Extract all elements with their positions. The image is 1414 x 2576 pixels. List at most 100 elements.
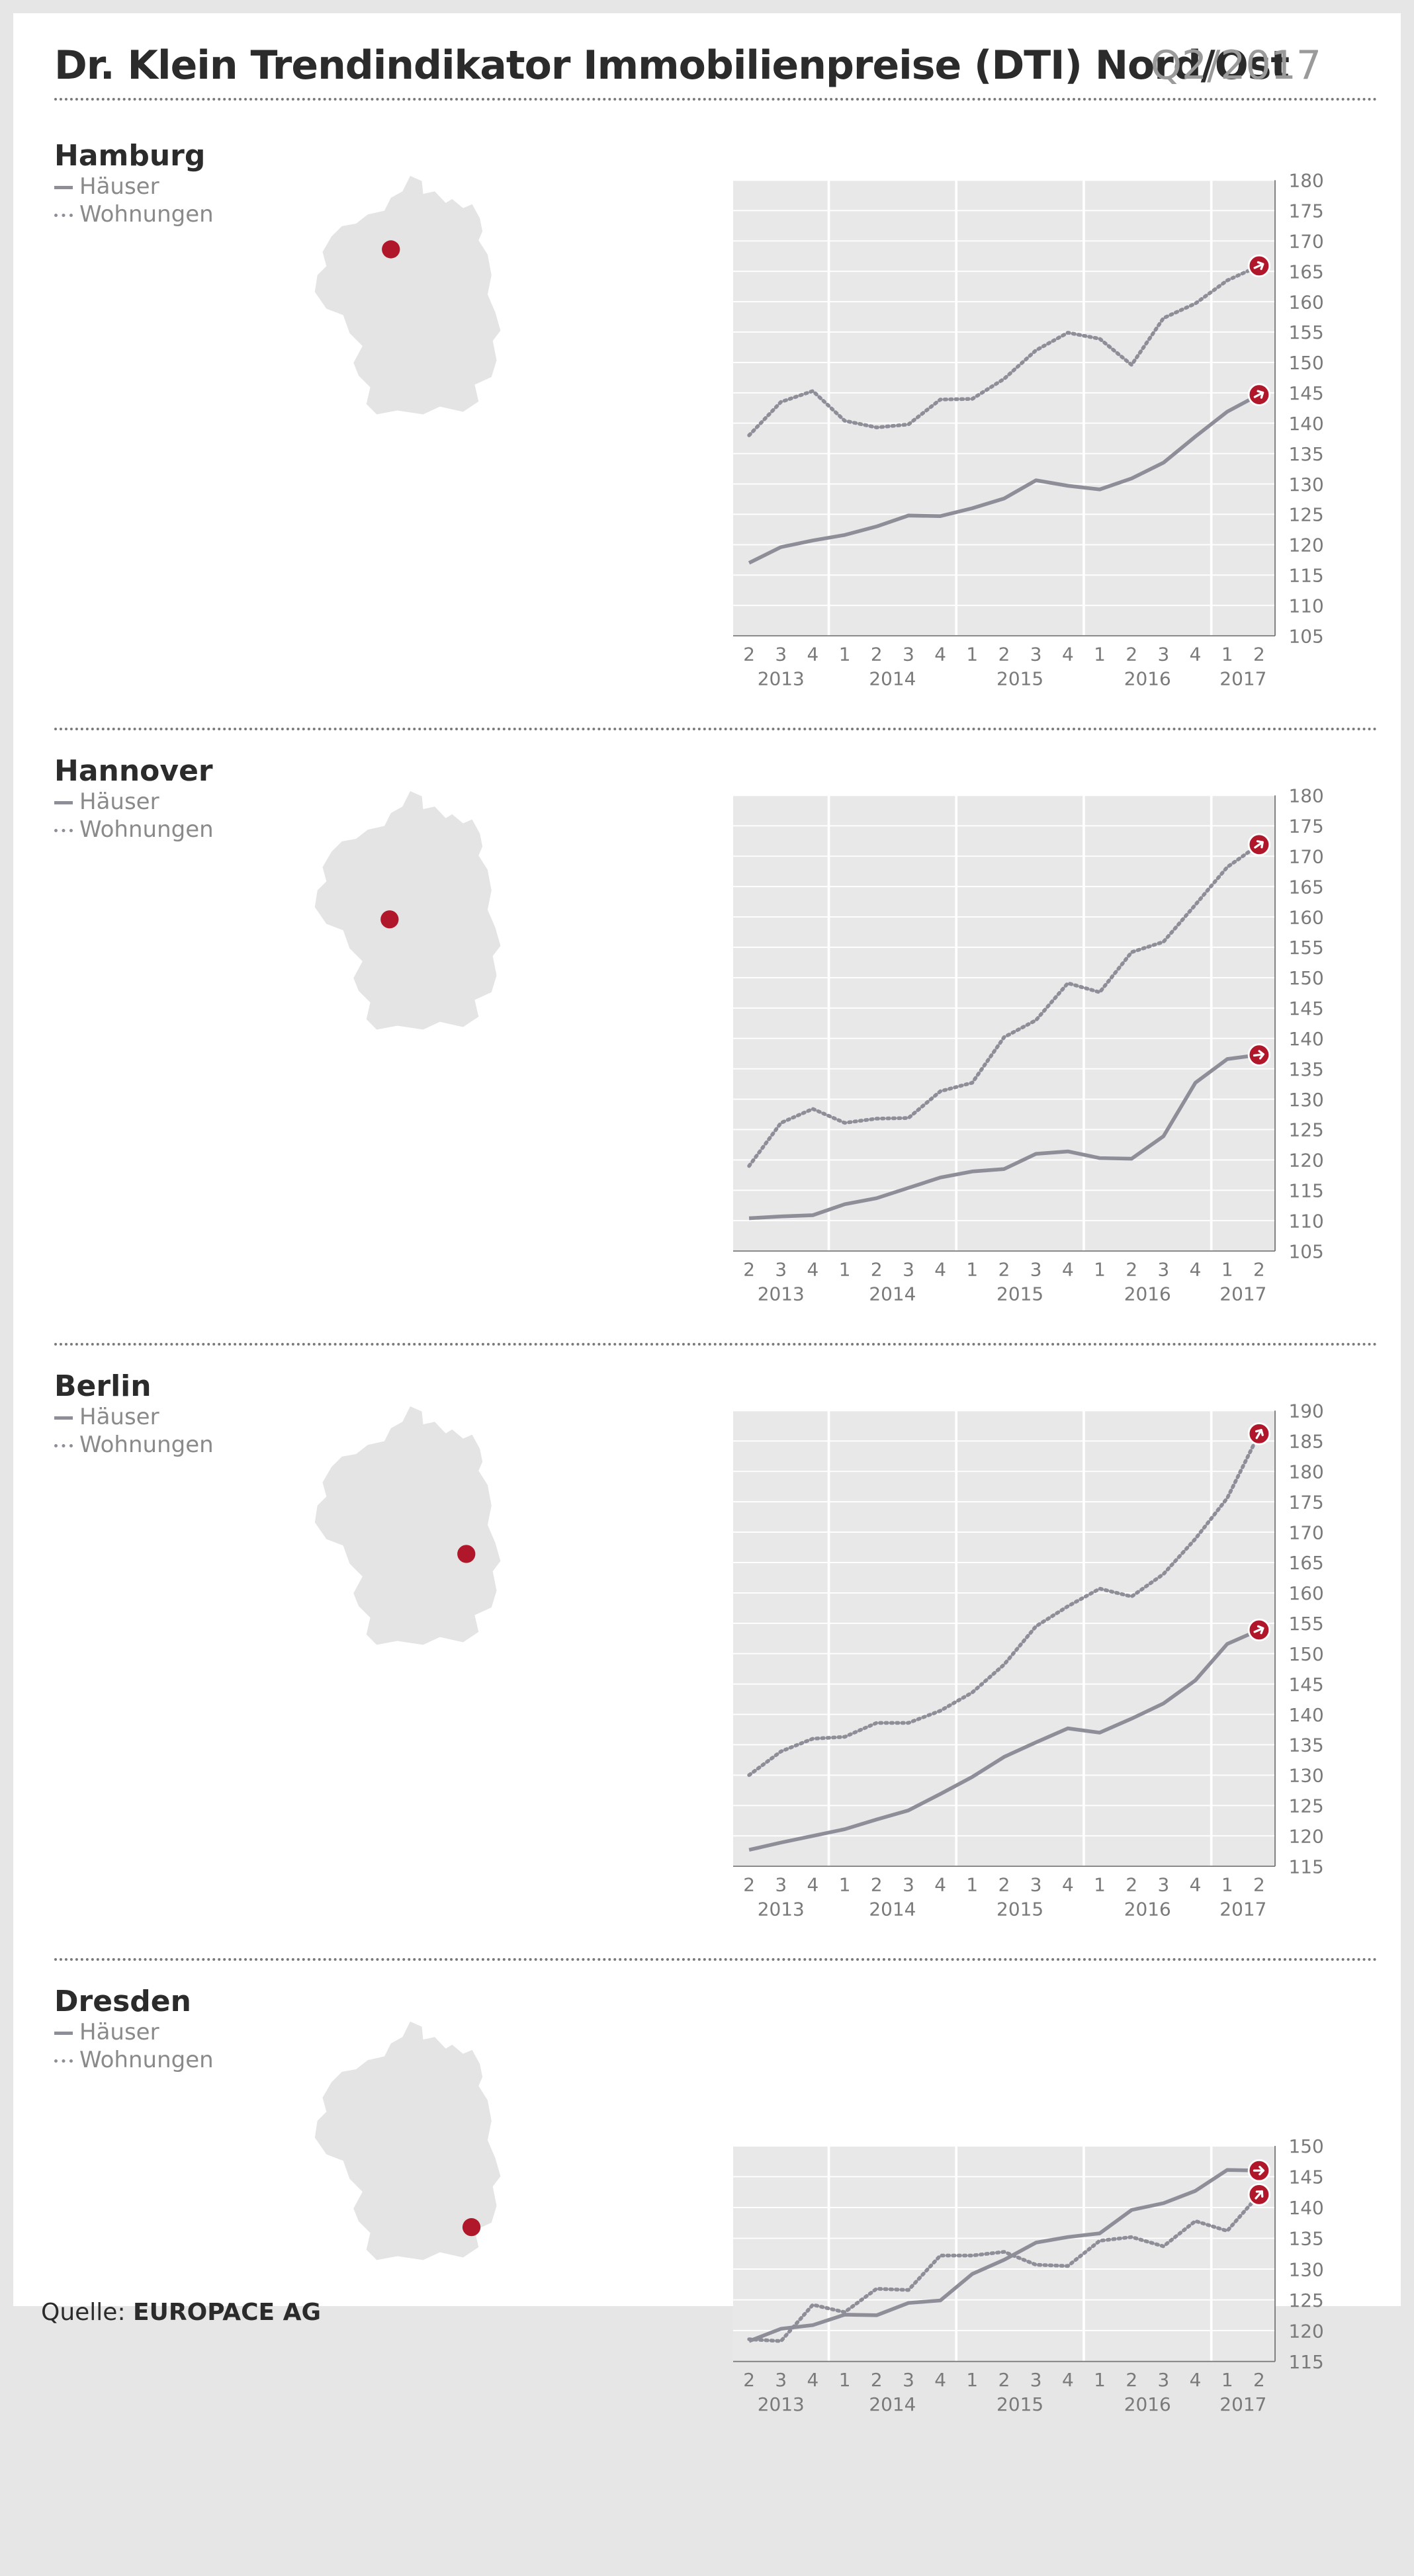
y-tick-label: 125 bbox=[1288, 504, 1323, 526]
x-tick-label: 1 bbox=[966, 2369, 978, 2391]
x-tick-label: 3 bbox=[1030, 643, 1042, 665]
year-label: 2014 bbox=[869, 668, 916, 690]
legend-apartments: Wohnungen bbox=[54, 2047, 214, 2073]
germany-map-icon bbox=[314, 175, 501, 415]
x-tick-label: 1 bbox=[1094, 1873, 1106, 1895]
legend-apartments: Wohnungen bbox=[54, 201, 214, 228]
y-tick-label: 140 bbox=[1288, 1028, 1323, 1050]
separator bbox=[54, 728, 1378, 730]
legend-swatch bbox=[54, 214, 73, 217]
x-tick-label: 1 bbox=[1221, 1258, 1233, 1280]
x-tick-label: 1 bbox=[966, 1873, 978, 1895]
y-tick-label: 180 bbox=[1288, 785, 1323, 807]
year-label: 2014 bbox=[869, 1899, 916, 1920]
y-tick-label: 180 bbox=[1288, 1461, 1323, 1482]
series-line-apartments bbox=[747, 843, 1261, 1168]
y-tick-label: 135 bbox=[1288, 2228, 1323, 2250]
x-tick-label: 4 bbox=[1190, 1258, 1202, 1280]
y-tick-label: 165 bbox=[1288, 876, 1323, 898]
x-tick-label: 3 bbox=[1030, 1258, 1042, 1280]
germany-outline bbox=[314, 1406, 501, 1645]
y-tick-label: 170 bbox=[1288, 230, 1323, 252]
y-tick-label: 105 bbox=[1288, 625, 1323, 647]
y-tick-label: 150 bbox=[1288, 352, 1323, 374]
series-line-apartments bbox=[747, 2192, 1261, 2343]
x-tick-label: 4 bbox=[934, 1258, 946, 1280]
y-tick-label: 165 bbox=[1288, 1552, 1323, 1574]
y-tick-label: 170 bbox=[1288, 845, 1323, 867]
series-line-houses bbox=[748, 393, 1260, 565]
year-label: 2014 bbox=[869, 2393, 916, 2415]
year-label: 2013 bbox=[758, 1899, 805, 1920]
y-tick-label: 140 bbox=[1288, 1704, 1323, 1726]
x-tick-label: 2 bbox=[871, 1873, 883, 1895]
x-tick-label: 4 bbox=[807, 643, 819, 665]
germany-map-icon bbox=[314, 1406, 501, 1645]
x-tick-label: 2 bbox=[871, 643, 883, 665]
y-tick-label: 120 bbox=[1288, 535, 1323, 556]
x-tick-label: 3 bbox=[1030, 1873, 1042, 1895]
x-tick-label: 1 bbox=[1094, 643, 1106, 665]
germany-map-icon bbox=[314, 2021, 501, 2260]
y-tick-label: 115 bbox=[1288, 565, 1323, 587]
x-tick-label: 2 bbox=[998, 2369, 1010, 2391]
series-line-houses bbox=[748, 1052, 1260, 1221]
page-title: Dr. Klein Trendindikator Immobilienpreis… bbox=[54, 42, 1290, 89]
x-tick-label: 2 bbox=[998, 643, 1010, 665]
location-marker bbox=[462, 2218, 481, 2237]
y-tick-label: 150 bbox=[1288, 967, 1323, 989]
y-tick-label: 120 bbox=[1288, 1150, 1323, 1172]
x-tick-label: 3 bbox=[775, 1258, 787, 1280]
trend-arrow-icon bbox=[1247, 833, 1271, 857]
x-tick-label: 1 bbox=[966, 1258, 978, 1280]
x-tick-label: 3 bbox=[1158, 1873, 1170, 1895]
y-tick-label: 130 bbox=[1288, 474, 1323, 495]
germany-map-icon bbox=[314, 791, 501, 1030]
x-tick-label: 1 bbox=[839, 2369, 851, 2391]
y-tick-label: 115 bbox=[1288, 1180, 1323, 1202]
x-tick-label: 4 bbox=[934, 2369, 946, 2391]
y-tick-label: 175 bbox=[1288, 816, 1323, 837]
separator bbox=[54, 1343, 1378, 1346]
x-tick-label: 4 bbox=[1062, 643, 1074, 665]
series-line-houses bbox=[748, 2168, 1259, 2343]
x-tick-label: 3 bbox=[903, 1873, 914, 1895]
y-tick-label: 170 bbox=[1288, 1522, 1323, 1543]
y-tick-label: 140 bbox=[1288, 413, 1323, 435]
y-tick-label: 150 bbox=[1288, 2135, 1323, 2157]
plot-area bbox=[733, 180, 1276, 636]
y-tick-label: 140 bbox=[1288, 2197, 1323, 2219]
year-label: 2017 bbox=[1219, 1899, 1266, 1920]
germany-outline bbox=[314, 175, 501, 415]
legend-label: Häuser bbox=[79, 2019, 159, 2045]
y-tick-label: 110 bbox=[1288, 595, 1323, 617]
x-tick-label: 2 bbox=[1126, 643, 1137, 665]
price-chart: 115 120 125 130 135 140 145 150 155 160 165 170 175 1… bbox=[733, 1400, 1324, 1920]
y-tick-label: 125 bbox=[1288, 2290, 1323, 2311]
y-tick-label: 160 bbox=[1288, 906, 1323, 928]
price-chart: 105 110 115 120 125 130 135 140 145 150 155 160 165 1… bbox=[733, 170, 1324, 690]
location-marker bbox=[382, 240, 400, 259]
y-tick-label: 155 bbox=[1288, 937, 1323, 959]
y-tick-label: 175 bbox=[1288, 1491, 1323, 1513]
x-tick-label: 4 bbox=[1062, 1873, 1074, 1895]
x-tick-label: 4 bbox=[807, 1258, 819, 1280]
y-tick-label: 120 bbox=[1288, 2320, 1323, 2342]
x-tick-label: 1 bbox=[839, 643, 851, 665]
x-tick-label: 4 bbox=[1190, 2369, 1202, 2391]
x-tick-label: 2 bbox=[1253, 643, 1265, 665]
x-tick-label: 3 bbox=[903, 643, 914, 665]
y-tick-label: 145 bbox=[1288, 382, 1323, 404]
y-tick-label: 165 bbox=[1288, 261, 1323, 282]
x-tick-label: 2 bbox=[998, 1258, 1010, 1280]
series-line-apartments bbox=[747, 1432, 1261, 1778]
infographic-card: Dr. Klein Trendindikator Immobilienpreis… bbox=[13, 13, 1401, 2415]
series-line-houses bbox=[748, 1628, 1260, 1852]
source-name: EUROPACE AG bbox=[133, 2299, 322, 2326]
legend-label: Wohnungen bbox=[79, 816, 214, 843]
trend-arrow-icon bbox=[1247, 1618, 1271, 1642]
legend-swatch bbox=[54, 801, 73, 804]
year-label: 2013 bbox=[758, 1283, 805, 1305]
x-tick-label: 2 bbox=[1253, 2369, 1265, 2391]
x-tick-label: 2 bbox=[871, 1258, 883, 1280]
